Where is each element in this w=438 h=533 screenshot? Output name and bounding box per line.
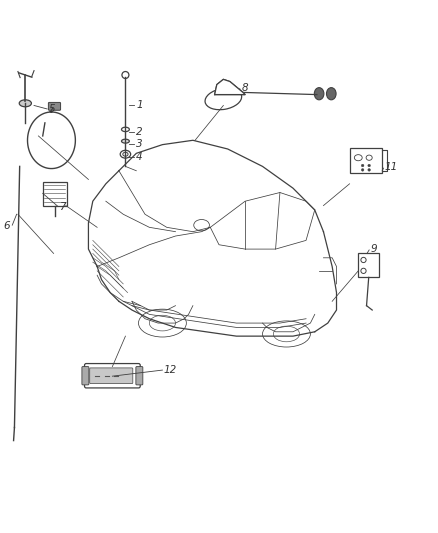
Circle shape xyxy=(368,164,371,167)
FancyBboxPatch shape xyxy=(136,367,143,385)
Ellipse shape xyxy=(205,88,242,110)
Ellipse shape xyxy=(354,155,362,161)
Ellipse shape xyxy=(273,326,300,342)
Text: 4: 4 xyxy=(136,152,143,162)
Ellipse shape xyxy=(314,87,324,100)
Circle shape xyxy=(361,168,364,171)
FancyBboxPatch shape xyxy=(43,182,67,206)
Text: 5: 5 xyxy=(48,104,55,114)
Ellipse shape xyxy=(149,315,176,331)
Text: 12: 12 xyxy=(164,365,177,375)
FancyBboxPatch shape xyxy=(82,367,89,385)
Circle shape xyxy=(361,268,366,273)
Text: 3: 3 xyxy=(136,139,143,149)
FancyBboxPatch shape xyxy=(350,148,382,173)
FancyBboxPatch shape xyxy=(48,102,60,110)
Circle shape xyxy=(361,164,364,167)
Circle shape xyxy=(368,168,371,171)
Ellipse shape xyxy=(194,220,209,231)
FancyBboxPatch shape xyxy=(358,254,379,277)
Ellipse shape xyxy=(326,87,336,100)
Circle shape xyxy=(122,71,129,78)
Circle shape xyxy=(361,257,366,263)
Text: 1: 1 xyxy=(136,100,143,110)
FancyBboxPatch shape xyxy=(85,364,140,388)
Text: 7: 7 xyxy=(59,203,66,212)
Ellipse shape xyxy=(120,150,131,158)
FancyBboxPatch shape xyxy=(90,368,133,384)
Ellipse shape xyxy=(262,321,311,347)
Ellipse shape xyxy=(121,139,129,143)
Text: 8: 8 xyxy=(241,83,248,93)
Text: 2: 2 xyxy=(136,127,143,138)
Ellipse shape xyxy=(138,309,186,337)
Text: 6: 6 xyxy=(4,221,10,231)
Polygon shape xyxy=(215,79,245,94)
Text: 9: 9 xyxy=(371,244,377,254)
Ellipse shape xyxy=(123,152,128,156)
Text: 11: 11 xyxy=(385,162,398,172)
Ellipse shape xyxy=(366,155,372,160)
Ellipse shape xyxy=(19,100,32,107)
Ellipse shape xyxy=(121,127,129,132)
